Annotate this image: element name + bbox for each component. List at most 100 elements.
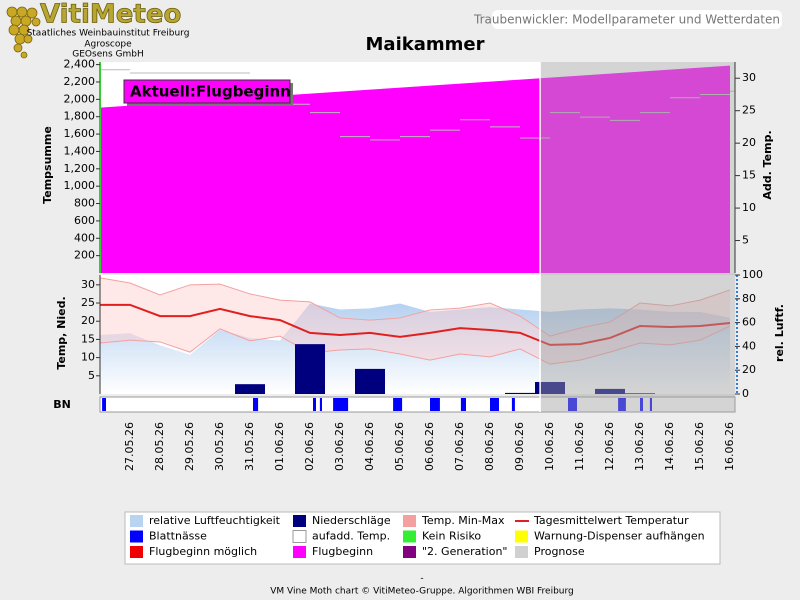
y-tick-label: 1,600	[64, 127, 96, 140]
area	[100, 303, 730, 394]
x-tick-label: 30.05.26	[213, 422, 226, 471]
y-tick-label: 10	[742, 201, 756, 214]
axis-label: Tempsumme	[41, 126, 54, 204]
x-tick-label: 01.06.26	[273, 422, 286, 471]
leaf-wetness	[460, 398, 466, 411]
x-tick-label: 03.06.26	[333, 422, 346, 471]
legend-swatch	[515, 530, 528, 543]
forecast-shade	[540, 62, 736, 412]
footer: VM Vine Moth chart © VitiMeteo-Gruppe. A…	[270, 587, 574, 597]
logo-grapes	[6, 6, 41, 59]
y-tick-label: 10	[81, 351, 95, 364]
bar	[235, 384, 265, 394]
leaf-wetness	[430, 398, 440, 411]
x-tick-label: 11.06.26	[573, 422, 586, 471]
band-fill	[100, 277, 730, 365]
axis-label: Temp, Nied.	[55, 296, 68, 369]
institution: Agroscope	[84, 40, 132, 50]
legend-label: relative Luftfeuchtigkeit	[149, 514, 281, 527]
bar	[355, 368, 385, 394]
x-tick-label: 08.06.26	[483, 422, 496, 471]
axis-label: rel. Luftf.	[773, 304, 786, 362]
y-tick-label: 60	[742, 316, 756, 329]
x-tick-label: 29.05.26	[183, 422, 196, 471]
y-tick-label: 2,400	[64, 58, 96, 71]
legend	[124, 511, 721, 565]
y-tick-label: 400	[74, 231, 95, 244]
legend-swatch	[130, 515, 143, 527]
x-tick-label: 10.06.26	[543, 422, 556, 471]
x-tick-label: 27.05.26	[123, 422, 136, 471]
x-tick-label: 14.06.26	[663, 422, 676, 471]
y-tick-label: 0	[742, 387, 749, 400]
y-tick-label: 80	[742, 292, 756, 305]
legend-swatch	[130, 546, 143, 558]
bar	[595, 388, 625, 394]
axis-label: Add. Temp.	[761, 130, 774, 199]
legend-swatch	[293, 546, 306, 558]
y-tick-label: 15	[81, 332, 95, 345]
x-tick-label: 31.05.26	[243, 422, 256, 471]
leaf-wetness	[640, 398, 643, 411]
y-tick-label: 1,200	[64, 162, 96, 175]
y-tick-label: 30	[81, 278, 95, 291]
x-tick-label: 13.06.26	[633, 422, 646, 471]
legend-label: Warnung-Dispenser aufhängen	[534, 530, 705, 543]
legend-label: Temp. Min-Max	[421, 514, 505, 527]
leaf-wetness	[102, 398, 106, 411]
logo-text: VitiMeteo	[40, 0, 181, 30]
y-tick-label: 15	[742, 169, 756, 182]
leaf-wetness	[313, 398, 316, 411]
legend-swatch	[403, 515, 416, 527]
bar	[295, 344, 325, 394]
band-edge	[99, 325, 731, 365]
legend-swatch	[403, 530, 416, 543]
leaf-wetness	[511, 398, 515, 411]
leaf-wetness	[319, 398, 322, 411]
x-tick-label: 09.06.26	[513, 422, 526, 471]
y-tick-label: 5	[742, 234, 749, 247]
leaf-wetness	[490, 398, 499, 411]
y-tick-label: 25	[742, 104, 756, 117]
legend-label: aufadd. Temp.	[312, 530, 390, 543]
y-tick-label: 200	[74, 249, 95, 262]
leaf-wetness	[333, 398, 349, 411]
band-edge	[99, 277, 731, 337]
legend-swatch	[130, 530, 143, 543]
footer-dash: -	[420, 574, 423, 584]
legend-label: "2. Generation"	[422, 545, 507, 558]
y-tick-label: 20	[81, 314, 95, 327]
bar	[625, 393, 655, 394]
legend-swatch	[292, 530, 307, 543]
banner-box	[492, 10, 782, 29]
y-tick-label: 20	[742, 136, 756, 149]
legend-swatch	[403, 546, 416, 558]
annotation: Aktuell:Flugbeginn	[130, 83, 291, 101]
y-tick-label: 800	[74, 197, 95, 210]
institution: Staatliches Weinbauinstitut Freiburg	[27, 29, 190, 39]
y-tick-label: 40	[742, 339, 756, 352]
y-tick-label: 2,000	[64, 92, 96, 105]
institution: GEOsens GmbH	[72, 50, 143, 60]
y-tick-label: 25	[81, 296, 95, 309]
leaf-wetness	[568, 398, 577, 411]
legend-label: Flugbeginn	[312, 545, 373, 558]
y-tick-label: 1,400	[64, 144, 96, 157]
y-tick-label: 100	[742, 268, 763, 281]
x-tick-label: 16.06.26	[723, 422, 736, 471]
x-tick-label: 02.06.26	[303, 422, 316, 471]
strip-label: BN	[53, 398, 71, 411]
chart-title: Maikammer	[366, 34, 485, 55]
bar	[505, 392, 535, 394]
x-tick-label: 28.05.26	[153, 422, 166, 471]
x-tick-label: 06.06.26	[423, 422, 436, 471]
leaf-wetness	[393, 398, 403, 411]
legend-label: Kein Risiko	[422, 530, 481, 543]
x-tick-label: 07.06.26	[453, 422, 466, 471]
y-tick-label: 30	[742, 71, 756, 84]
banner: Traubenwickler: Modellparameter und Wett…	[473, 13, 780, 27]
y-tick-label: 20	[742, 363, 756, 376]
y-tick-label: 600	[74, 214, 95, 227]
y-tick-label: 1,000	[64, 179, 96, 192]
